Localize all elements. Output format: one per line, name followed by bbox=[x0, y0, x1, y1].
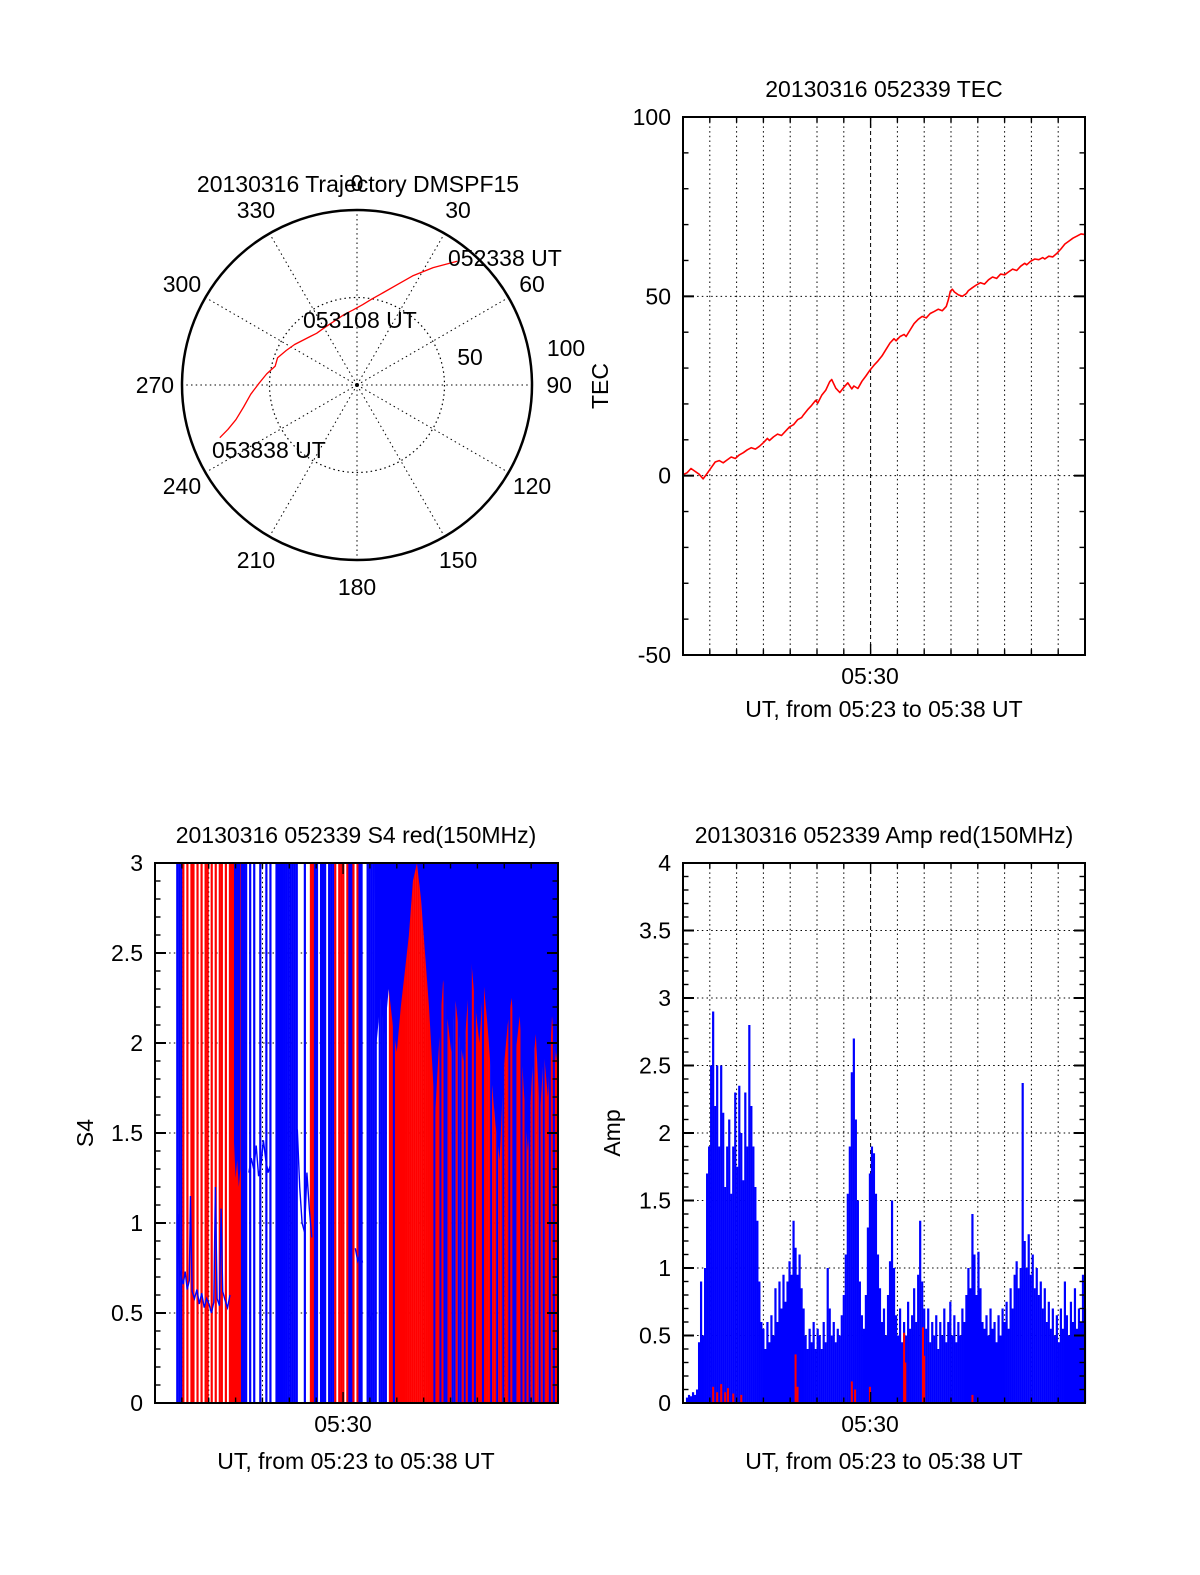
svg-text:0: 0 bbox=[130, 1390, 143, 1416]
svg-text:100: 100 bbox=[547, 335, 585, 361]
svg-text:-50: -50 bbox=[638, 642, 671, 668]
svg-text:0: 0 bbox=[658, 1390, 671, 1416]
svg-text:2: 2 bbox=[658, 1120, 671, 1146]
svg-text:120: 120 bbox=[513, 473, 551, 499]
svg-text:1: 1 bbox=[658, 1255, 671, 1281]
s4-x-tick-label: 05:30 bbox=[314, 1411, 372, 1437]
svg-text:1.5: 1.5 bbox=[111, 1120, 143, 1146]
svg-text:50: 50 bbox=[457, 344, 483, 370]
svg-text:60: 60 bbox=[519, 271, 545, 297]
svg-text:210: 210 bbox=[237, 547, 275, 573]
svg-text:0.5: 0.5 bbox=[639, 1323, 671, 1349]
svg-text:180: 180 bbox=[338, 574, 376, 600]
svg-text:2.5: 2.5 bbox=[639, 1053, 671, 1079]
svg-text:053838 UT: 053838 UT bbox=[212, 437, 326, 463]
tec-y-axis-label: TEC bbox=[587, 363, 613, 409]
svg-text:0.5: 0.5 bbox=[111, 1300, 143, 1326]
s4-y-axis-label: S4 bbox=[72, 1118, 98, 1148]
amp-plot-title: 20130316 052339 Amp red(150MHz) bbox=[694, 822, 1074, 848]
s4-plot-title: 20130316 052339 S4 red(150MHz) bbox=[175, 822, 537, 848]
svg-text:052338 UT: 052338 UT bbox=[448, 245, 562, 271]
svg-text:30: 30 bbox=[445, 197, 471, 223]
amp-y-axis-label: Amp bbox=[599, 1109, 625, 1157]
svg-text:0: 0 bbox=[658, 463, 671, 489]
svg-text:1.5: 1.5 bbox=[639, 1188, 671, 1214]
polar-plot-title: 20130316 Trajectory DMSPF15 bbox=[196, 171, 520, 197]
tec-x-tick-label: 05:30 bbox=[841, 663, 899, 689]
svg-text:90: 90 bbox=[546, 372, 572, 398]
svg-text:3: 3 bbox=[658, 985, 671, 1011]
svg-text:3: 3 bbox=[130, 850, 143, 876]
svg-text:50: 50 bbox=[645, 283, 671, 309]
svg-text:053108 UT: 053108 UT bbox=[303, 307, 417, 333]
amp-x-tick-label: 05:30 bbox=[841, 1411, 899, 1437]
amp-x-axis-label: UT, from 05:23 to 05:38 UT bbox=[745, 1448, 1023, 1474]
svg-text:2.5: 2.5 bbox=[111, 940, 143, 966]
tec-plot-title: 20130316 052339 TEC bbox=[765, 76, 1003, 102]
tec-x-axis-label: UT, from 05:23 to 05:38 UT bbox=[745, 696, 1023, 722]
s4-x-axis-label: UT, from 05:23 to 05:38 UT bbox=[217, 1448, 495, 1474]
svg-text:150: 150 bbox=[439, 547, 477, 573]
svg-text:240: 240 bbox=[163, 473, 201, 499]
svg-text:330: 330 bbox=[237, 197, 275, 223]
svg-text:100: 100 bbox=[633, 104, 671, 130]
svg-text:1: 1 bbox=[130, 1210, 143, 1236]
svg-text:4: 4 bbox=[658, 850, 671, 876]
svg-text:0: 0 bbox=[351, 170, 364, 196]
svg-text:2: 2 bbox=[130, 1030, 143, 1056]
svg-text:300: 300 bbox=[163, 271, 201, 297]
svg-text:3.5: 3.5 bbox=[639, 918, 671, 944]
svg-text:270: 270 bbox=[136, 372, 174, 398]
